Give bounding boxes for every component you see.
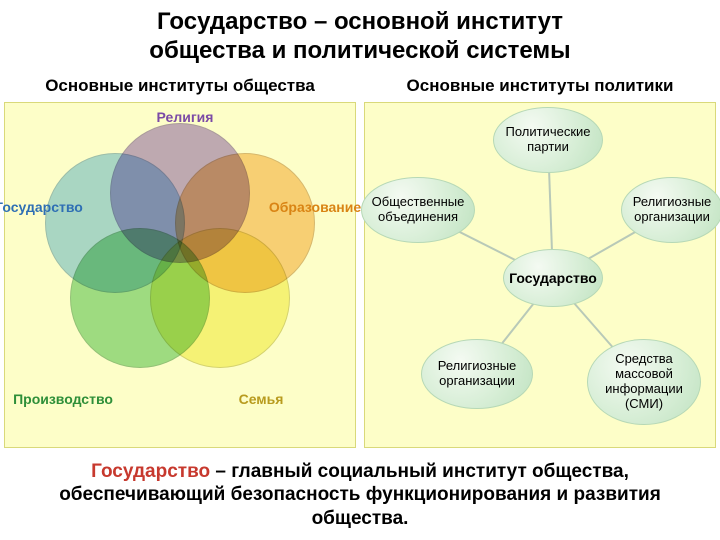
- venn-label: Государство: [0, 199, 99, 215]
- left-heading: Основные институты общества: [0, 72, 360, 100]
- venn-diagram: РелигияГосударствоОбразованиеПроизводств…: [5, 103, 355, 447]
- right-panel: Политическиепартии Религиозныеорганизации…: [364, 102, 716, 448]
- venn-label: Религия: [125, 109, 245, 125]
- venn-label: Образование: [255, 199, 375, 215]
- radial-satellite: Средствамассовойинформации(СМИ): [587, 339, 701, 425]
- radial-diagram: Политическиепартии Религиозныеорганизации…: [365, 103, 715, 447]
- page-title: Государство – основной институт общества…: [0, 0, 720, 72]
- bottom-highlight: Государство: [91, 461, 210, 482]
- venn-label: Семья: [201, 391, 321, 407]
- radial-satellite: Религиозныеорганизации: [621, 177, 720, 243]
- right-column: Основные институты политики Политические…: [360, 72, 720, 452]
- bottom-summary: Государство – главный социальный институ…: [0, 452, 720, 531]
- venn-circle: [70, 228, 210, 368]
- radial-satellite: Политическиепартии: [493, 107, 603, 173]
- columns: Основные институты общества РелигияГосуд…: [0, 72, 720, 452]
- right-heading: Основные институты политики: [360, 72, 720, 100]
- title-line-2: общества и политической системы: [149, 37, 570, 64]
- venn-label: Производство: [3, 391, 123, 407]
- left-column: Основные институты общества РелигияГосуд…: [0, 72, 360, 452]
- left-panel: РелигияГосударствоОбразованиеПроизводств…: [4, 102, 356, 448]
- radial-satellite: Общественныеобъединения: [361, 177, 475, 243]
- radial-satellite: Религиозныеорганизации: [421, 339, 533, 409]
- radial-center: Государство: [503, 249, 603, 307]
- title-line-1: Государство – основной институт: [157, 8, 563, 35]
